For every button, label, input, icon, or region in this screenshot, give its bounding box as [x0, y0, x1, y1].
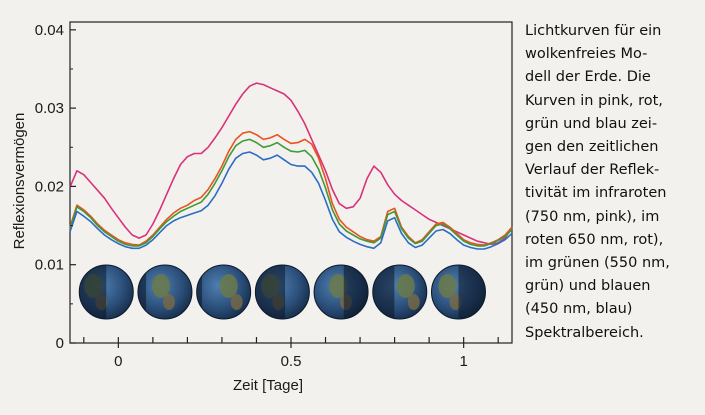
figure-caption: Lichtkurven für ein wolkenfreies Mo-dell … — [525, 20, 700, 345]
globe-2 — [137, 264, 193, 320]
caption-line: im grünen (550 nm, — [525, 255, 670, 272]
caption-line: roten 650 nm, rot), — [525, 231, 664, 248]
series-line-4 — [69, 151, 513, 250]
caption-line: Kurven in pink, rot, — [525, 92, 663, 109]
globe-6 — [372, 264, 428, 320]
caption-line: Lichtkurven für ein — [525, 23, 662, 39]
caption-line: gen den zeitlichen — [525, 139, 659, 156]
caption-line: dell der Erde. Die — [525, 69, 651, 86]
series-line-2 — [69, 130, 513, 246]
globe-5 — [313, 264, 369, 320]
x-axis-label: Zeit [Tage] — [233, 377, 303, 394]
y-tick-label: 0.03 — [35, 100, 64, 117]
caption-line: tivität im infraroten — [525, 185, 667, 202]
earth-globes — [78, 264, 486, 320]
globe-7 — [430, 264, 486, 320]
caption-line: grün) und blauen — [525, 278, 651, 295]
caption-line: wolkenfreies Mo- — [525, 46, 648, 63]
caption-line: (450 nm, blau) — [525, 301, 633, 318]
x-tick-label: 0.5 — [281, 353, 302, 370]
y-axis-label: Reflexionsvermögen — [11, 113, 28, 250]
caption-line: (750 nm, pink), im — [525, 208, 660, 225]
x-tick-label: 0 — [114, 353, 122, 370]
y-tick-label: 0.02 — [35, 178, 64, 195]
x-tick-label: 1 — [459, 353, 467, 370]
y-tick-label: 0.01 — [35, 257, 64, 274]
caption-line: grün und blau zei- — [525, 115, 658, 132]
caption-line: Verlauf der Reflek- — [525, 162, 660, 179]
globe-3 — [196, 264, 252, 320]
y-tick-label: 0.04 — [35, 22, 64, 39]
globe-4 — [254, 264, 310, 320]
y-tick-label: 0 — [56, 335, 64, 352]
series-line-3 — [69, 138, 513, 247]
caption-line: Spektralbereich. — [525, 324, 644, 341]
globe-1 — [78, 264, 134, 320]
